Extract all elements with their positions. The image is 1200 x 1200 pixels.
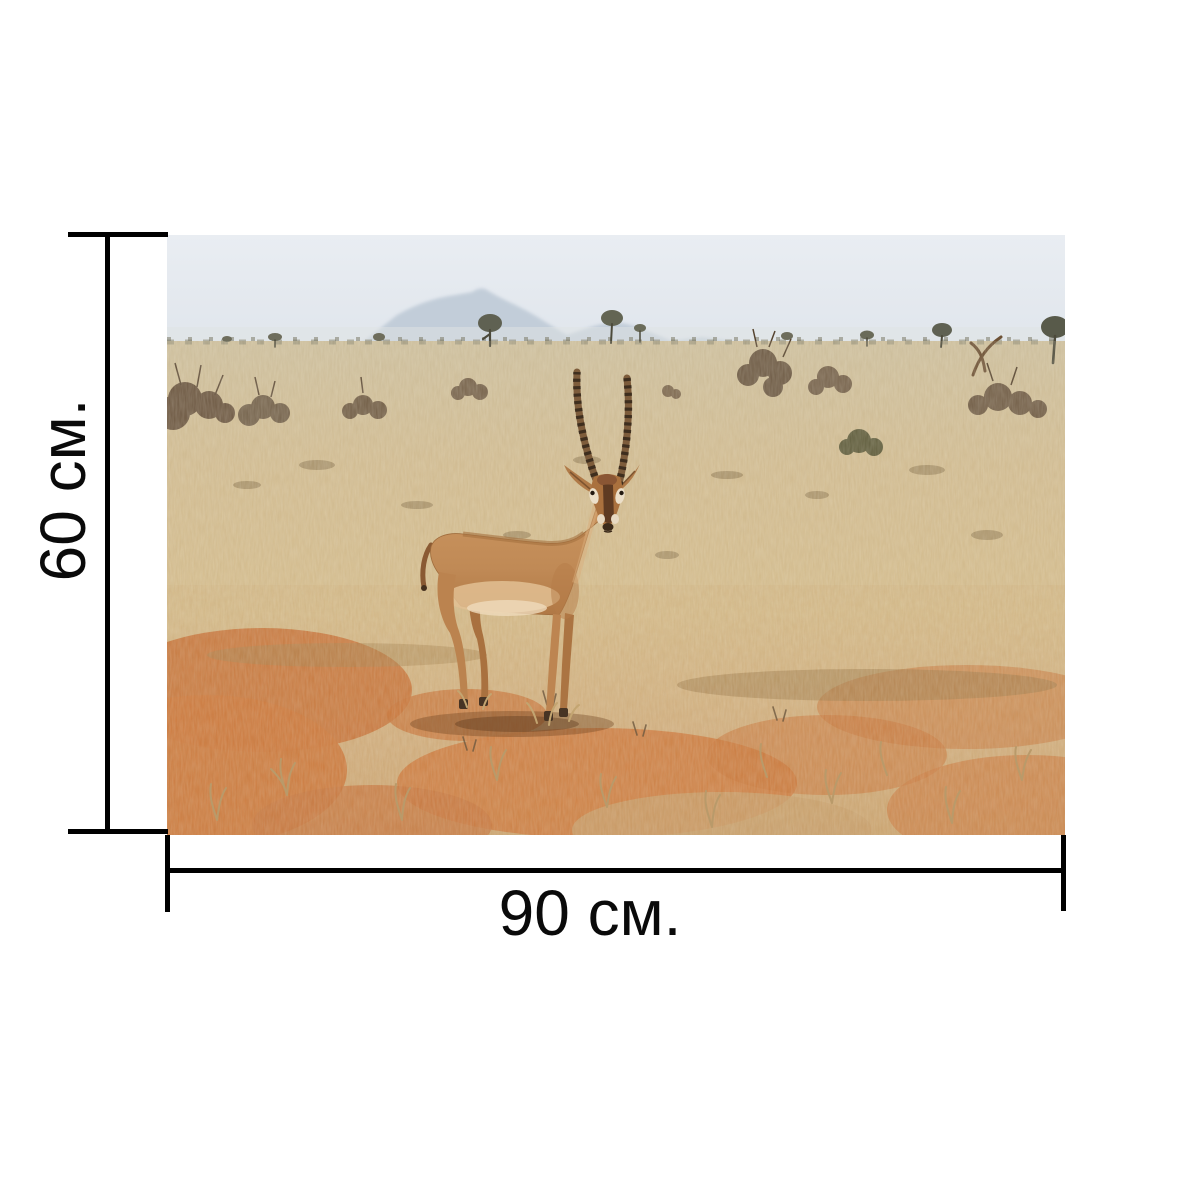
gazelle-tail [420, 542, 434, 590]
gazelle-nose [602, 523, 614, 531]
horizon-trees [222, 310, 1065, 365]
soil-texture [167, 585, 1065, 835]
savanna-gazelle-photo [167, 235, 1065, 835]
gazelle-nose-blaze [603, 484, 614, 523]
gazelle-front-leg-near [546, 614, 561, 713]
gazelle-shadow-core [455, 716, 579, 732]
height-dimension-tick-bottom [68, 829, 168, 834]
gazelle-front-leg-far [560, 613, 574, 710]
grass-tufts-foreground [209, 741, 1032, 828]
gazelle-hind-leg-near [437, 572, 468, 701]
grass-scraggle-dark [462, 690, 787, 752]
gazelle-horns [573, 368, 633, 488]
width-dimension-tick-right [1061, 835, 1066, 911]
gazelle-throat [572, 504, 599, 584]
gazelle [410, 368, 640, 737]
height-dimension-line [105, 234, 110, 833]
width-dimension-line [167, 868, 1065, 873]
height-label: 60 см. [27, 398, 99, 582]
gazelle-shadow [410, 711, 614, 737]
grass-over-legs [457, 690, 580, 726]
savanna-scene [167, 235, 1065, 835]
width-label: 90 см. [498, 877, 682, 949]
height-dimension-tick-top [68, 232, 168, 237]
width-dimension-tick-left [165, 835, 170, 912]
